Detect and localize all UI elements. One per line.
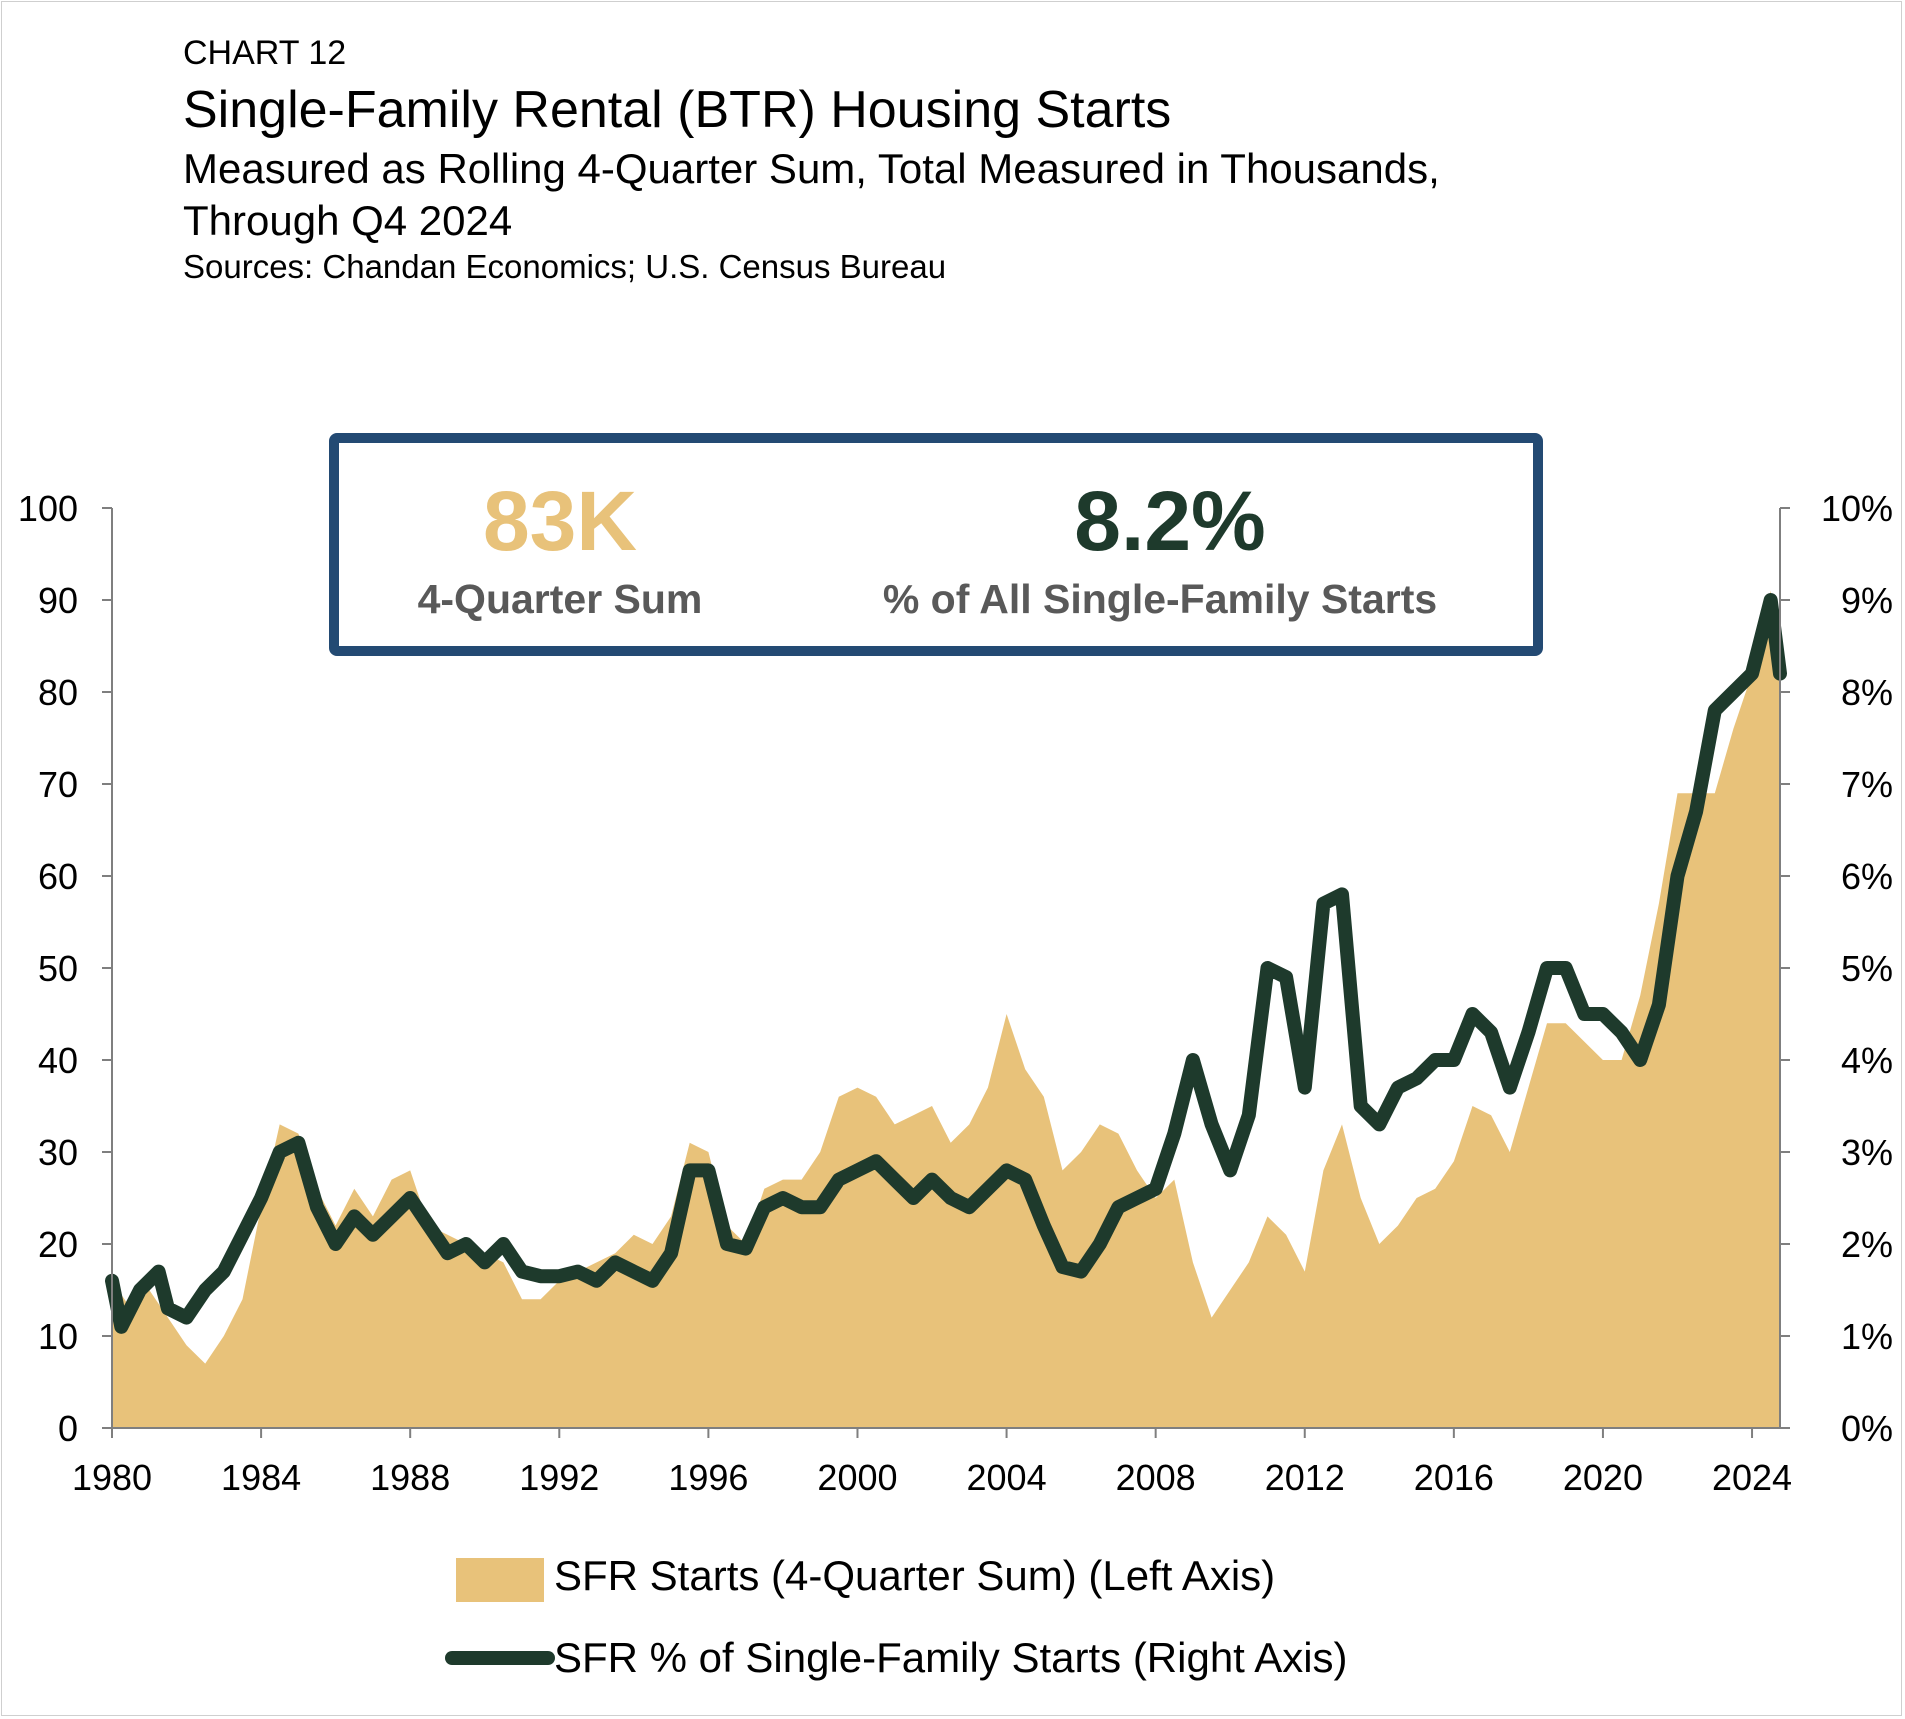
right-tick-label: 4% bbox=[1841, 1040, 1893, 1081]
x-tick-label: 2020 bbox=[1563, 1457, 1643, 1498]
right-tick-label: 7% bbox=[1841, 764, 1893, 805]
left-tick-label: 30 bbox=[38, 1132, 78, 1173]
right-tick-label: 0% bbox=[1841, 1408, 1893, 1449]
legend-area-swatch bbox=[456, 1558, 544, 1602]
right-tick-label: 5% bbox=[1841, 948, 1893, 989]
plot-area bbox=[105, 590, 1787, 1428]
right-tick-label: 8% bbox=[1841, 672, 1893, 713]
x-tick-label: 1992 bbox=[519, 1457, 599, 1498]
callout-right-value: 8.2% bbox=[1074, 474, 1265, 568]
left-tick-label: 60 bbox=[38, 856, 78, 897]
right-tick-label: 3% bbox=[1841, 1132, 1893, 1173]
x-tick-label: 2012 bbox=[1265, 1457, 1345, 1498]
callout-right-label: % of All Single-Family Starts bbox=[883, 576, 1437, 622]
x-tick-label: 2016 bbox=[1414, 1457, 1494, 1498]
callout-left-label: 4-Quarter Sum bbox=[418, 576, 703, 622]
x-tick-label: 1984 bbox=[221, 1457, 301, 1498]
chart-kicker: CHART 12 bbox=[183, 34, 347, 72]
right-tick-label: 2% bbox=[1841, 1224, 1893, 1265]
callout-left-value: 83K bbox=[483, 474, 637, 568]
legend-area-label: SFR Starts (4-Quarter Sum) (Left Axis) bbox=[554, 1552, 1275, 1599]
chart-sources: Sources: Chandan Economics; U.S. Census … bbox=[183, 248, 947, 285]
left-tick-label: 50 bbox=[38, 948, 78, 989]
left-tick-label: 40 bbox=[38, 1040, 78, 1081]
chart-subtitle-line1: Measured as Rolling 4-Quarter Sum, Total… bbox=[183, 145, 1440, 192]
x-tick-label: 2008 bbox=[1116, 1457, 1196, 1498]
left-tick-label: 0 bbox=[58, 1408, 78, 1449]
legend: SFR Starts (4-Quarter Sum) (Left Axis) S… bbox=[445, 1552, 1348, 1681]
chart-subtitle-line2: Through Q4 2024 bbox=[183, 197, 513, 244]
right-tick-label: 6% bbox=[1841, 856, 1893, 897]
left-tick-label: 10 bbox=[38, 1316, 78, 1357]
x-tick-label: 1988 bbox=[370, 1457, 450, 1498]
right-tick-label: 9% bbox=[1841, 580, 1893, 621]
x-tick-label: 1980 bbox=[72, 1457, 152, 1498]
x-tick-label: 2024 bbox=[1712, 1457, 1792, 1498]
left-tick-label: 90 bbox=[38, 580, 78, 621]
right-tick-label: 10% bbox=[1821, 488, 1893, 529]
callout-box: 83K 4-Quarter Sum 8.2% % of All Single-F… bbox=[329, 433, 1543, 656]
chart-title: Single-Family Rental (BTR) Housing Start… bbox=[183, 81, 1172, 139]
right-tick-label: 1% bbox=[1841, 1316, 1893, 1357]
tick-labels: 0 10 20 30 40 50 60 70 80 90 100 0% 1% 2% 3% 4% 5% 6% 7% 8%… bbox=[18, 488, 1893, 1498]
left-tick-label: 100 bbox=[18, 488, 78, 529]
x-tick-label: 1996 bbox=[668, 1457, 748, 1498]
legend-line-label: SFR % of Single-Family Starts (Right Axi… bbox=[554, 1634, 1348, 1681]
left-tick-label: 20 bbox=[38, 1224, 78, 1265]
x-tick-label: 2000 bbox=[817, 1457, 897, 1498]
callout-border bbox=[329, 433, 1543, 656]
series-line-sfr-share bbox=[105, 593, 1787, 1334]
series-area-sfr-starts bbox=[112, 590, 1780, 1428]
x-tick-label: 2004 bbox=[967, 1457, 1047, 1498]
left-tick-label: 70 bbox=[38, 764, 78, 805]
left-tick-label: 80 bbox=[38, 672, 78, 713]
